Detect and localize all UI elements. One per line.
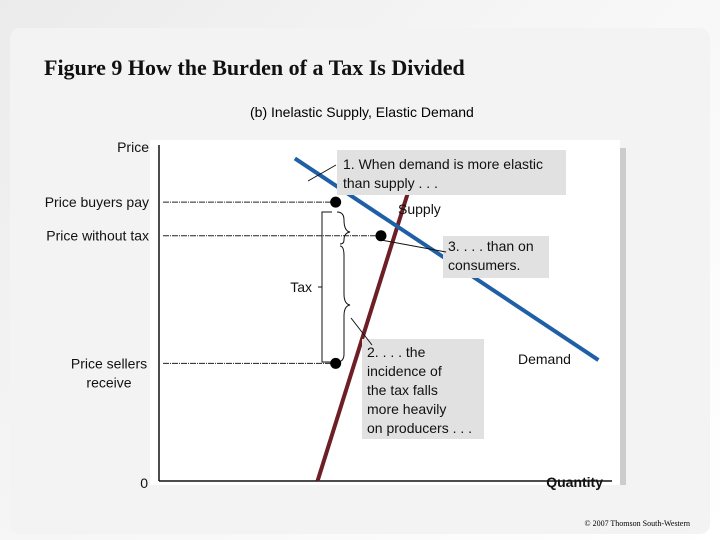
annotation-3-line-2: consumers. (448, 257, 520, 273)
annotation-1: 1. When demand is more elastic than supp… (343, 156, 547, 191)
supply-curve (315, 191, 411, 482)
price-levels-group: Price buyers pay Price without tax Price s… (45, 194, 381, 390)
annotation-2: 2. . . . the incidence of the tax falls … (367, 344, 472, 436)
y-axis-label: Price (117, 139, 149, 155)
annotation-2-line-5: on producers . . . (367, 420, 472, 436)
annotation-2-line-1: 2. . . . the (367, 344, 426, 360)
copyright-text: © 2007 Thomson South-Western (584, 519, 690, 528)
points-group (330, 196, 387, 369)
annotation-3: 3. . . . than on consumers. (448, 238, 538, 273)
chart-subtitle: (b) Inelastic Supply, Elastic Demand (250, 104, 474, 120)
supply-label: Supply (398, 201, 441, 217)
marked-point (330, 357, 342, 369)
price-level-label-line: receive (86, 374, 131, 390)
plot-shadow-right (620, 148, 626, 485)
demand-label: Demand (518, 351, 571, 367)
tax-brace-upper (336, 211, 351, 245)
pointer-line-1 (307, 164, 337, 182)
annotation-box-3 (443, 236, 549, 278)
annotation-2-line-4: more heavily (367, 401, 446, 417)
annotation-box-2 (362, 339, 484, 439)
price-level-label-line: Price sellers (71, 355, 147, 371)
pointer-line-2 (350, 317, 373, 346)
marked-point (375, 230, 387, 242)
pointer-line-3 (380, 239, 447, 253)
tax-brace-lower (336, 245, 351, 363)
origin-label: 0 (140, 475, 148, 491)
annotation-1-line-2: than supply . . . (343, 175, 438, 191)
price-level-label: Price buyers pay (45, 194, 149, 210)
price-level-label: Price without tax (46, 228, 149, 244)
price-level-label: Price sellers receive (71, 355, 147, 390)
annotation-2-line-3: the tax falls (367, 382, 438, 398)
x-axis-label: Quantity (546, 474, 603, 490)
marked-point (330, 196, 342, 208)
annotation-3-line-1: 3. . . . than on (448, 238, 534, 254)
annotation-1-line-1: 1. When demand is more elastic (343, 156, 543, 172)
annotation-box-1 (337, 150, 566, 195)
annotation-2-line-2: incidence of (367, 363, 442, 379)
tax-label: Tax (290, 279, 312, 295)
figure-title: Figure 9 How the Burden of a Tax Is Divi… (44, 55, 465, 80)
